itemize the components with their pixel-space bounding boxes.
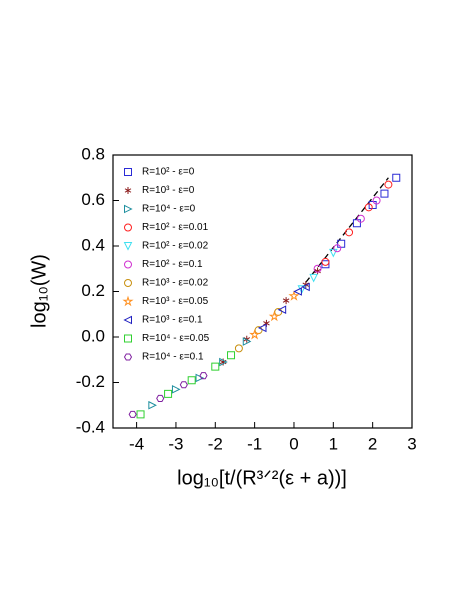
data-point bbox=[199, 372, 208, 380]
legend-marker bbox=[123, 353, 133, 361]
data-point bbox=[156, 394, 165, 402]
data-point bbox=[293, 287, 302, 296]
y-axis-label: log₁₀(W) bbox=[28, 254, 50, 328]
data-point bbox=[297, 285, 307, 294]
y-tick-label: 0.0 bbox=[81, 326, 105, 345]
data-point bbox=[136, 410, 145, 419]
data-point bbox=[352, 219, 361, 228]
data-point bbox=[313, 264, 322, 273]
legend-label: R=10³ - ε=0.02 bbox=[142, 278, 209, 289]
data-point bbox=[234, 344, 243, 353]
data-point bbox=[242, 337, 252, 346]
data-point bbox=[195, 373, 205, 383]
x-axis-label: log₁₀[t/(R³ᐟ²(ε + a))] bbox=[177, 467, 347, 489]
legend-label: R=10² - ε=0.02 bbox=[142, 241, 209, 252]
y-tick-label: 0.4 bbox=[81, 235, 105, 254]
data-point bbox=[309, 273, 318, 283]
x-tick-label: -2 bbox=[208, 434, 223, 453]
legend-label: R=10² - ε=0.01 bbox=[142, 222, 209, 233]
legend-label: R=10³ - ε=0.1 bbox=[142, 315, 203, 326]
data-point bbox=[268, 310, 280, 322]
y-tick-label: 0.8 bbox=[81, 144, 105, 163]
legend-label: R=10⁴ - ε=0.05 bbox=[142, 333, 210, 344]
legend-label: R=10³ - ε=0 bbox=[142, 185, 195, 196]
data-point bbox=[282, 297, 290, 305]
y-tick-label: -0.2 bbox=[76, 372, 105, 391]
data-point bbox=[257, 323, 267, 333]
data-point bbox=[356, 214, 365, 223]
data-point bbox=[329, 248, 338, 258]
legend-marker bbox=[124, 204, 133, 214]
y-tick-label: -0.4 bbox=[76, 417, 105, 436]
y-tick-label: 0.6 bbox=[81, 190, 105, 209]
legend-marker bbox=[124, 168, 132, 176]
legend-label: R=10² - ε=0 bbox=[142, 167, 195, 178]
data-point bbox=[179, 381, 188, 389]
data-point bbox=[392, 173, 401, 182]
dashed-line bbox=[305, 177, 389, 283]
data-point bbox=[219, 357, 228, 367]
legend-label: R=10² - ε=0.1 bbox=[142, 259, 203, 270]
data-point bbox=[171, 385, 181, 394]
data-point bbox=[128, 410, 137, 418]
data-point bbox=[345, 228, 354, 237]
data-point bbox=[384, 180, 393, 189]
x-tick-label: -4 bbox=[129, 434, 144, 453]
data-point bbox=[368, 201, 377, 210]
legend-marker bbox=[122, 295, 134, 307]
legend-marker bbox=[123, 315, 132, 325]
x-tick-label: 0 bbox=[289, 434, 298, 453]
data-point bbox=[288, 290, 300, 301]
legend-marker bbox=[123, 242, 133, 251]
data-point bbox=[333, 244, 342, 253]
data-point bbox=[187, 376, 196, 385]
data-point bbox=[148, 400, 157, 410]
data-point bbox=[249, 328, 261, 340]
data-point bbox=[372, 196, 381, 205]
data-point bbox=[301, 282, 310, 292]
data-point bbox=[211, 362, 220, 371]
x-tick-label: -3 bbox=[168, 434, 183, 453]
data-point bbox=[321, 260, 330, 269]
data-point bbox=[164, 389, 173, 398]
legend-marker bbox=[124, 187, 132, 194]
data-point bbox=[274, 307, 283, 316]
data-point bbox=[364, 203, 373, 212]
data-point bbox=[277, 305, 287, 315]
data-point bbox=[321, 257, 330, 266]
data-point bbox=[380, 189, 389, 198]
legend-label: R=10⁴ - ε=0.1 bbox=[142, 352, 204, 363]
x-tick-label: 3 bbox=[407, 434, 416, 453]
data-point bbox=[227, 351, 236, 360]
y-tick-label: 0.2 bbox=[81, 281, 105, 300]
legend-label: R=10⁴ - ε=0 bbox=[142, 204, 196, 215]
x-tick-label: 2 bbox=[368, 434, 377, 453]
legend-marker bbox=[124, 279, 133, 287]
legend-marker bbox=[124, 223, 133, 232]
x-tick-label: 1 bbox=[329, 434, 338, 453]
x-tick-label: -1 bbox=[247, 434, 262, 453]
legend-marker bbox=[124, 334, 132, 343]
legend-marker bbox=[124, 260, 133, 269]
legend-label: R=10³ - ε=0.05 bbox=[142, 296, 209, 307]
data-point bbox=[254, 326, 263, 335]
